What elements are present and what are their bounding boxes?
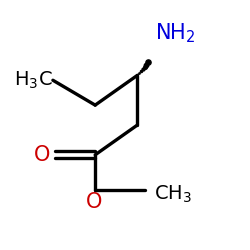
Text: NH$_2$: NH$_2$ xyxy=(155,21,196,45)
Text: CH$_3$: CH$_3$ xyxy=(154,184,192,205)
Text: H$_3$C: H$_3$C xyxy=(14,70,53,91)
Text: O: O xyxy=(34,145,50,165)
Text: O: O xyxy=(86,192,102,212)
